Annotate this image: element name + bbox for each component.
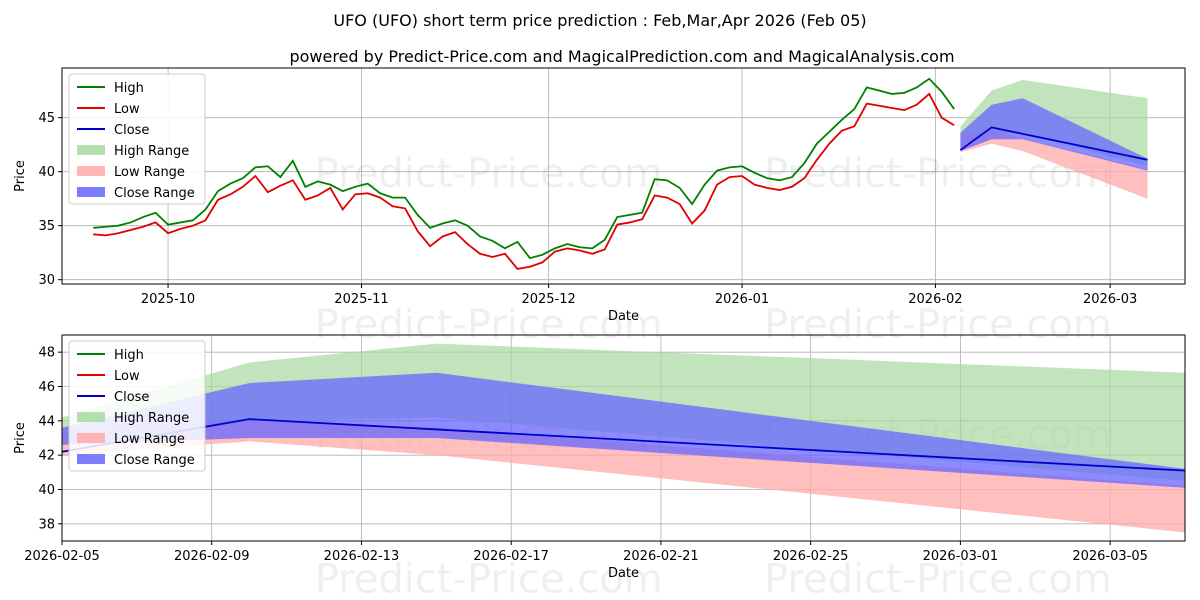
top-watermark-0: Predict-Price.com [315,151,663,197]
bottom-x-tick-0: 2026-02-05 [24,549,100,564]
top-low-series [93,92,955,270]
bottom-close-range-area [62,372,1185,488]
top-watermark-3: Predict-Price.com [764,302,1112,348]
bottom-x-axis-label: Date [608,566,639,581]
top-x-tick-3: 2026-01 [715,292,769,307]
bottom-x-tick-2: 2026-02-13 [324,549,400,564]
bottom-y-tick-5: 48 [38,346,55,361]
top-close-range-area [960,98,1148,171]
top-y-tick-2: 40 [38,165,55,180]
top-x-tick-2: 2025-12 [521,292,575,307]
bottom-watermark-3: Predict-Price.com [764,557,1112,600]
bottom-legend-label-close: Close [114,390,149,405]
top-x-tick-0: 2025-10 [141,292,195,307]
top-high-series [93,77,955,260]
top-legend-label-low_range: Low Range [114,165,185,180]
top-x-tick-1: 2025-11 [334,292,388,307]
bottom-y-tick-1: 40 [38,483,55,498]
top-legend-label-low: Low [114,102,140,117]
top-legend-swatch-high_range [77,145,105,155]
bottom-panel: Predict-Price.comPredict-Price.comPredic… [13,334,1186,600]
bottom-legend-label-high_range: High Range [114,411,189,426]
bottom-x-tick-1: 2026-02-09 [174,549,250,564]
top-y-tick-3: 45 [38,111,55,126]
top-legend-label-close_range: Close Range [114,186,195,201]
bottom-y-tick-3: 44 [38,414,55,429]
top-y-tick-1: 35 [38,219,55,234]
bottom-y-axis-label: Price [13,422,28,454]
bottom-watermark-2: Predict-Price.com [315,557,663,600]
chart-subtitle: powered by Predict-Price.com and Magical… [289,47,954,66]
top-x-tick-5: 2026-03 [1083,292,1137,307]
top-legend-swatch-close_range [77,187,105,197]
bottom-frame [61,334,1186,542]
bottom-legend-swatch-close_range [77,454,105,464]
top-panel: Predict-Price.com Predict-Price.com Predic… [13,67,1186,348]
top-legend-swatch-low_range [77,166,105,176]
top-y-tick-0: 30 [38,273,55,288]
bottom-x-tick-5: 2026-02-25 [773,549,849,564]
top-legend-label-close: Close [114,123,149,138]
bottom-y-tick-4: 46 [38,380,55,395]
bottom-legend-swatch-high_range [77,412,105,422]
top-close-series [959,126,1148,161]
bottom-legend-label-close_range: Close Range [114,453,195,468]
bottom-x-tick-6: 2026-03-01 [923,549,999,564]
chart-title: UFO (UFO) short term price prediction : … [333,11,866,30]
top-legend-label-high: High [114,81,144,96]
bottom-legend-swatch-low_range [77,433,105,443]
bottom-x-tick-3: 2026-02-17 [473,549,549,564]
bottom-y-tick-2: 42 [38,449,55,464]
top-legend-label-high_range: High Range [114,144,189,159]
bottom-legend-label-low: Low [114,369,140,384]
top-x-tick-4: 2026-02 [908,292,962,307]
bottom-legend-label-high: High [114,348,144,363]
top-frame [61,67,1186,285]
bottom-x-tick-7: 2026-03-05 [1072,549,1148,564]
top-y-axis-label: Price [13,160,28,192]
bottom-y-tick-0: 38 [38,517,55,532]
bottom-x-tick-4: 2026-02-21 [623,549,699,564]
bottom-legend-label-low_range: Low Range [114,432,185,447]
top-x-axis-label: Date [608,309,639,324]
top-watermark-2: Predict-Price.com [315,302,663,348]
